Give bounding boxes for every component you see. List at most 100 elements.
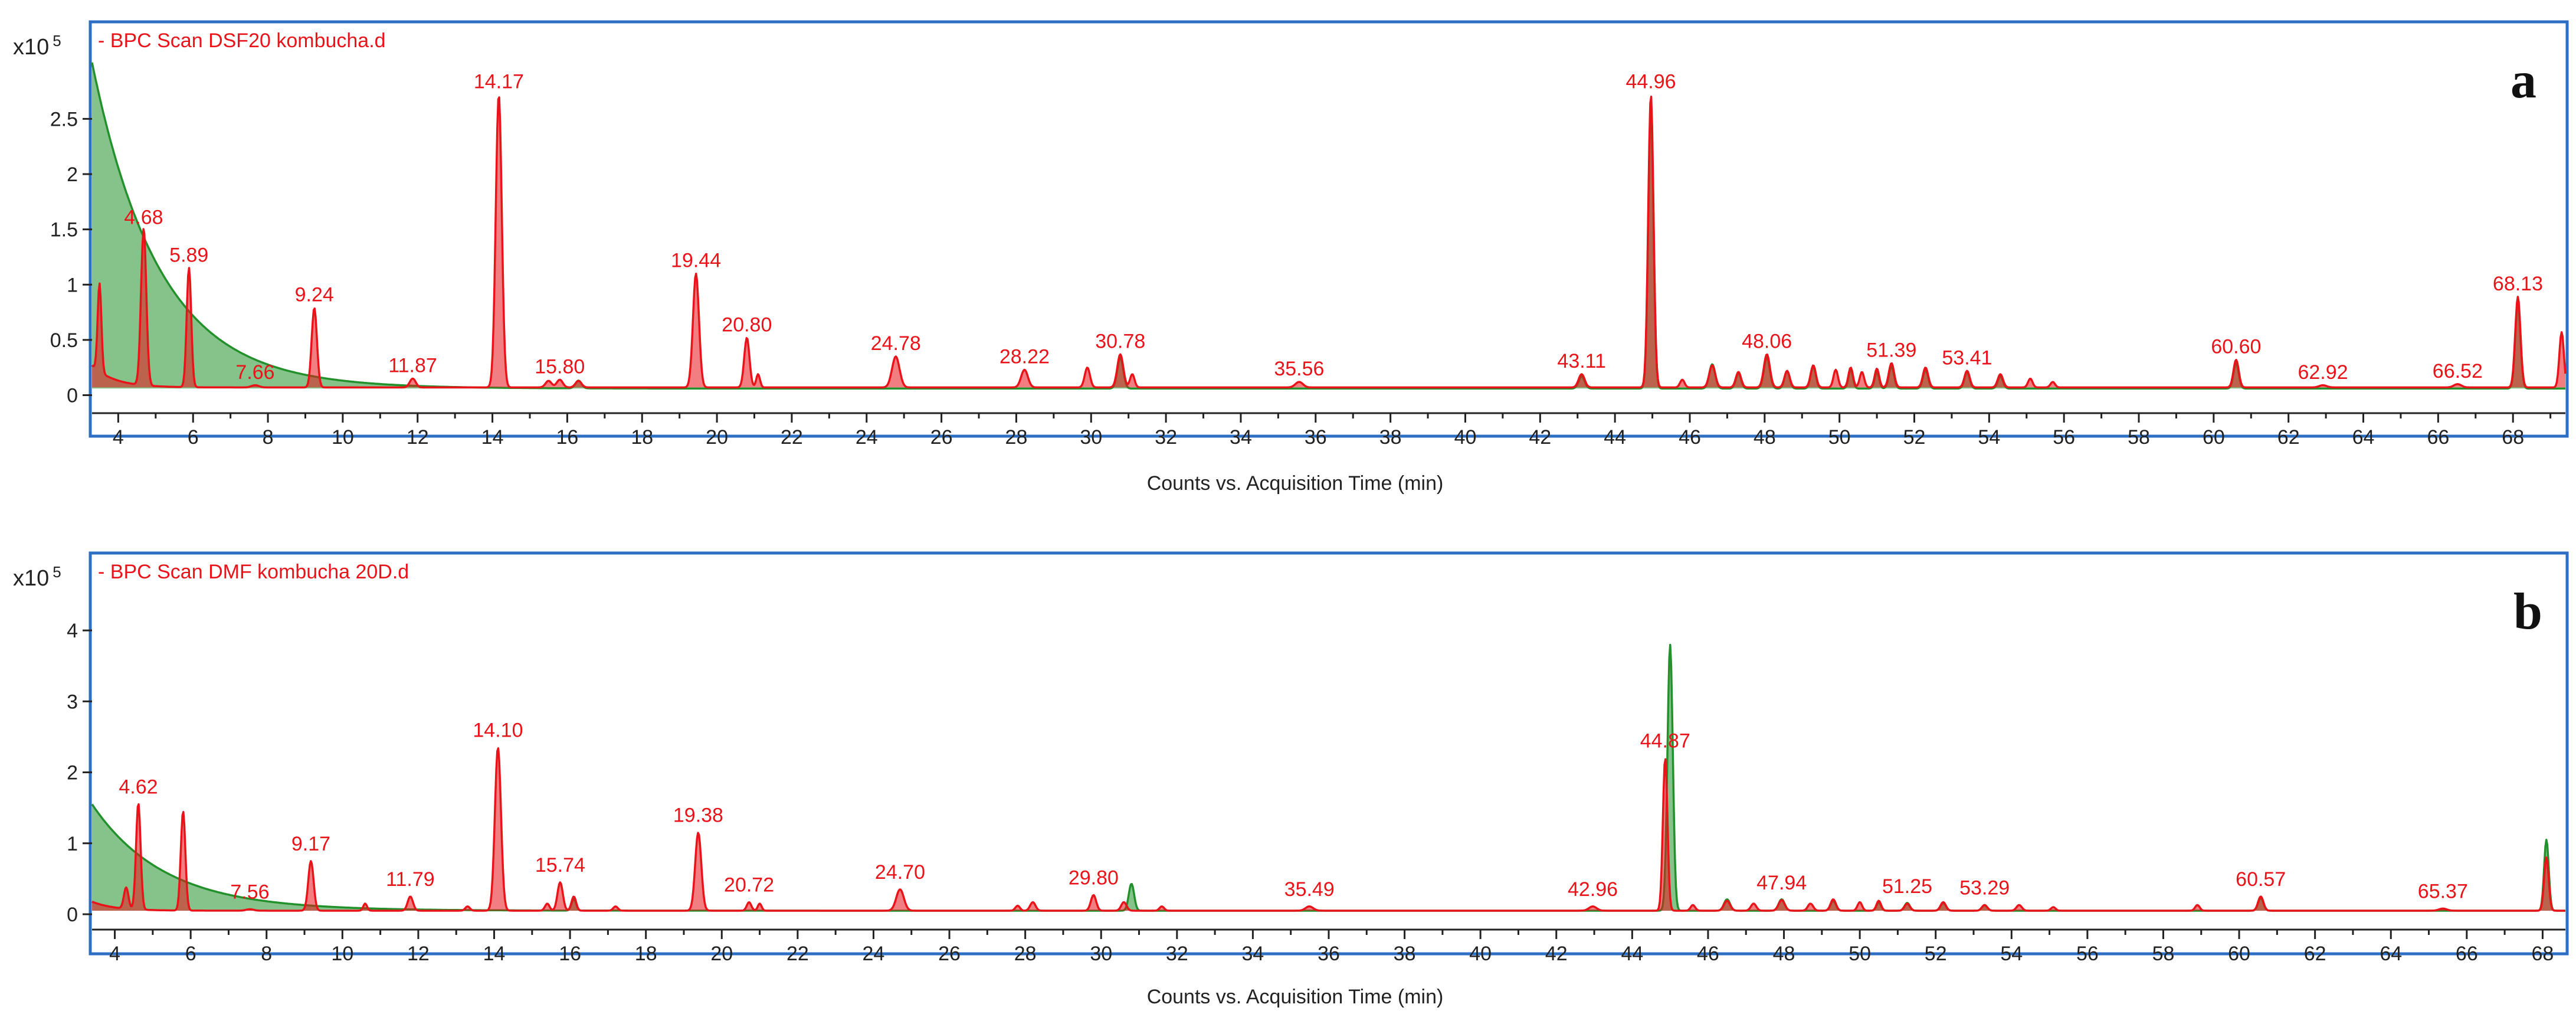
peak-label-a-14: 44.96 [1625, 70, 1676, 93]
series-layer-b [91, 643, 2566, 912]
peak-label-b-1: 7.56 [230, 881, 269, 904]
peak-label-a-4: 11.87 [388, 355, 437, 377]
x-tick-label-a-20: 44 [1604, 426, 1626, 449]
panel-label-a: a [2511, 52, 2536, 109]
x-tick-label-a-6: 16 [556, 426, 579, 449]
peak-label-a-5: 14.17 [474, 70, 524, 93]
peak-label-b-2: 9.17 [291, 833, 330, 855]
x-tick-label-b-7: 18 [635, 943, 657, 965]
x-tick-label-a-3: 10 [332, 426, 354, 449]
y-tick-label-b-2: 2 [67, 762, 78, 784]
x-tick-label-b-24: 52 [1925, 943, 1947, 965]
x-tick-label-b-13: 30 [1090, 943, 1112, 965]
x-tick-label-b-28: 60 [2228, 943, 2250, 965]
x-tick-label-a-25: 54 [1978, 426, 2000, 449]
x-tick-label-a-19: 42 [1529, 426, 1551, 449]
series-line-a-1 [91, 62, 2566, 390]
peak-label-a-21: 68.13 [2493, 273, 2543, 295]
x-tick-label-b-8: 20 [710, 943, 733, 965]
x-tick-label-a-27: 58 [2128, 426, 2150, 449]
plot-frame-a [89, 20, 2569, 438]
series-fill-a-1 [92, 62, 2565, 389]
series-line-a-0 [91, 96, 2567, 389]
y-tick-label-a-4: 2 [67, 163, 78, 186]
peak-label-a-13: 43.11 [1557, 350, 1606, 372]
x-tick-label-b-18: 40 [1469, 943, 1492, 965]
x-tick-label-a-30: 64 [2352, 426, 2375, 449]
peak-label-b-10: 35.49 [1284, 878, 1335, 901]
peak-label-a-20: 66.52 [2433, 360, 2483, 382]
peak-label-b-13: 47.94 [1756, 872, 1807, 894]
peak-labels-a: 4.68 5.89 7.66 9.24 11.87 14.17 15.80 19.44 20.8… [124, 70, 2543, 383]
x-tick-label-a-13: 30 [1080, 426, 1102, 449]
peak-label-a-8: 20.80 [722, 313, 772, 336]
x-tick-label-a-4: 12 [407, 426, 429, 449]
panel-label-b: b [2513, 583, 2542, 640]
peak-label-b-16: 60.57 [2236, 868, 2286, 891]
x-tick-label-b-6: 16 [559, 943, 581, 965]
x-tick-label-b-25: 54 [2000, 943, 2023, 965]
x-tick-label-b-27: 58 [2152, 943, 2175, 965]
x-tick-label-b-17: 38 [1394, 943, 1416, 965]
x-tick-label-b-14: 32 [1166, 943, 1188, 965]
series-layer-a [91, 62, 2567, 390]
peak-label-a-10: 28.22 [999, 346, 1050, 368]
x-tick-label-b-21: 46 [1697, 943, 1719, 965]
x-tick-label-b-20: 44 [1621, 943, 1643, 965]
peak-label-b-12: 44.87 [1640, 730, 1690, 753]
x-tick-label-b-19: 42 [1545, 943, 1568, 965]
peak-label-a-1: 5.89 [169, 244, 208, 266]
x-tick-label-a-1: 6 [188, 426, 199, 449]
y-tick-label-b-4: 4 [67, 620, 78, 642]
x-tick-label-b-4: 12 [407, 943, 430, 965]
peak-label-a-6: 15.80 [535, 355, 585, 378]
series-line-b-1 [91, 643, 2566, 912]
x-axis-title-a: Counts vs. Acquisition Time (min) [1147, 472, 1444, 495]
x-tick-label-a-29: 62 [2277, 426, 2300, 449]
legend-b: - BPC Scan DMF kombucha 20D.d [98, 561, 409, 583]
x-tick-label-a-15: 34 [1230, 426, 1252, 449]
x-tick-label-b-31: 66 [2456, 943, 2478, 965]
x-tick-label-a-17: 38 [1379, 426, 1402, 449]
x-axis-title-b: Counts vs. Acquisition Time (min) [1147, 986, 1444, 1008]
y-tick-label-a-3: 1.5 [50, 219, 78, 241]
x-tick-label-a-26: 56 [2053, 426, 2075, 449]
x-tick-label-b-15: 34 [1241, 943, 1264, 965]
x-tick-label-b-2: 8 [261, 943, 272, 965]
peak-label-a-18: 60.60 [2211, 336, 2261, 358]
y-tick-label-a-2: 1 [67, 274, 78, 296]
x-tick-label-b-3: 10 [331, 943, 353, 965]
peak-label-a-15: 48.06 [1742, 330, 1792, 352]
y-axis-b: 0 1 2 3 4 [67, 620, 92, 926]
x-tick-label-a-16: 36 [1305, 426, 1327, 449]
x-tick-label-a-23: 50 [1828, 426, 1851, 449]
x-tick-label-b-26: 56 [2076, 943, 2099, 965]
x-tick-label-b-11: 26 [938, 943, 961, 965]
x-tick-label-a-12: 28 [1005, 426, 1028, 449]
legend-a: - BPC Scan DSF20 kombucha.d [98, 30, 386, 52]
x-tick-label-a-11: 26 [930, 426, 953, 449]
peak-label-b-8: 24.70 [875, 861, 925, 884]
y-tick-label-b-3: 3 [67, 691, 78, 713]
peak-label-b-0: 4.62 [119, 776, 158, 799]
x-tick-label-b-16: 36 [1318, 943, 1340, 965]
peak-label-b-11: 42.96 [1568, 878, 1618, 901]
x-tick-label-a-8: 20 [706, 426, 728, 449]
x-tick-label-a-18: 40 [1454, 426, 1477, 449]
x-tick-label-a-0: 4 [113, 426, 124, 449]
peak-label-b-14: 51.25 [1882, 875, 1932, 898]
x-tick-label-b-1: 6 [185, 943, 196, 965]
x-axis-a: 4 6 8 10 12 14 16 18 20 22 24 26 28 30 32 34 36 38 40 42 44 4… [92, 412, 2565, 449]
peak-label-b-17: 65.37 [2418, 880, 2468, 902]
x-tick-label-b-23: 50 [1849, 943, 1871, 965]
peak-label-b-4: 14.10 [473, 719, 523, 741]
x-tick-label-a-9: 22 [781, 426, 803, 449]
peak-label-a-3: 9.24 [295, 284, 334, 306]
peak-labels-b: 4.62 7.56 9.17 11.79 14.10 15.74 19.38 20.72 24.… [119, 719, 2468, 903]
scale-label-a: x10 5 [13, 32, 61, 60]
x-tick-label-b-30: 64 [2380, 943, 2402, 965]
peak-label-a-12: 35.56 [1274, 358, 1324, 380]
x-tick-label-b-32: 68 [2532, 943, 2554, 965]
x-tick-label-a-7: 18 [631, 426, 653, 449]
